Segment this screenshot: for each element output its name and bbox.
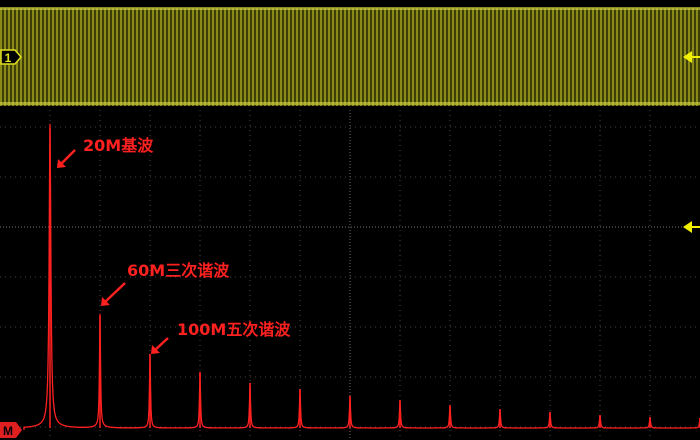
offset-arrow-icon[interactable] <box>683 221 700 233</box>
arrow-icon <box>59 149 76 166</box>
trigger-level-arrow-icon[interactable] <box>683 51 700 63</box>
channel1-marker[interactable]: 1 <box>0 49 22 65</box>
fft-spectrum <box>23 123 700 430</box>
math-marker-label: M <box>3 424 13 438</box>
arrow-head-icon <box>101 297 110 306</box>
annotation-fifth-harmonic: 100M五次谐波 <box>177 320 291 339</box>
channel1-waveform <box>0 8 700 106</box>
arrow-head-icon <box>151 345 160 354</box>
channel1-waveform-top-edge <box>0 7 700 10</box>
channel1-marker-label: 1 <box>5 51 12 65</box>
math-marker[interactable]: M <box>0 422 22 438</box>
annotation-third-harmonic: 60M三次谐波 <box>127 261 230 280</box>
annotation-fundamental: 20M基波 <box>83 136 154 155</box>
arrow-head-icon <box>57 159 66 168</box>
arrow-icon <box>153 337 169 352</box>
arrow-icon <box>103 282 126 304</box>
channel1-waveform-bottom-edge <box>0 102 700 105</box>
graticule <box>0 110 700 440</box>
annotation-arrows <box>57 149 169 354</box>
spectrum-trace <box>23 123 700 430</box>
